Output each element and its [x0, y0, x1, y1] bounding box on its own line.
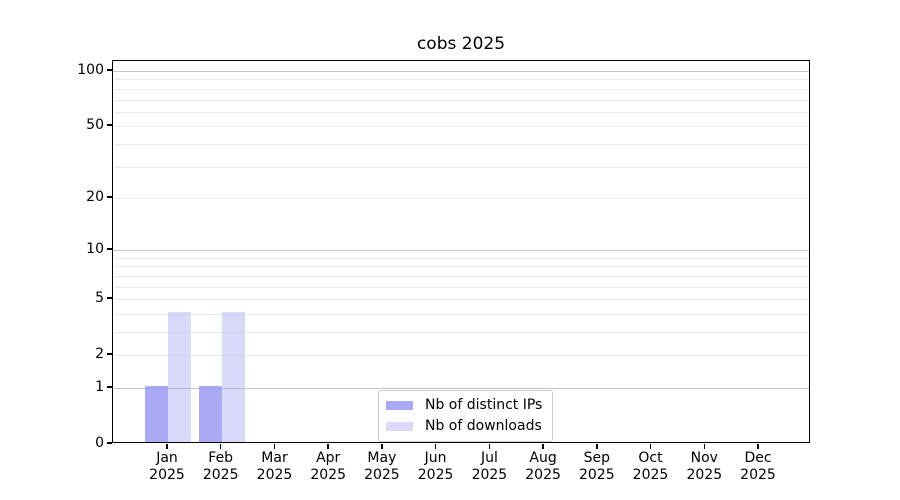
bar-downloads-jan — [168, 311, 191, 442]
x-tick-label: Dec 2025 — [718, 450, 798, 484]
gridline — [113, 166, 809, 168]
gridline — [113, 355, 809, 357]
y-tick-label: 50 — [86, 117, 104, 134]
y-tick-label: 20 — [86, 188, 104, 205]
x-tick-label: Apr 2025 — [288, 450, 368, 484]
x-tick-label: May 2025 — [342, 450, 422, 484]
gridline — [113, 71, 809, 72]
x-tick-label: Feb 2025 — [181, 450, 261, 484]
x-tick-label: Jul 2025 — [449, 450, 529, 484]
gridline — [113, 257, 809, 259]
x-tick-year: 2025 — [149, 467, 185, 483]
x-tick-year: 2025 — [417, 467, 454, 483]
y-tick-label: 10 — [86, 241, 104, 258]
x-tick — [381, 444, 383, 449]
gridline — [113, 299, 809, 301]
y-tick — [107, 297, 112, 299]
y-tick-label: 0 — [95, 435, 104, 451]
x-tick-label: Aug 2025 — [503, 450, 583, 484]
x-tick-year: 2025 — [310, 467, 346, 483]
gridline — [113, 111, 809, 113]
gridline — [113, 313, 809, 315]
y-tick-label: 100 — [77, 62, 104, 78]
y-tick — [107, 386, 112, 388]
gridline — [113, 99, 809, 101]
legend-label-distinct-ips: Nb of distinct IPs — [425, 397, 543, 413]
x-tick — [757, 444, 759, 449]
x-tick-label: Jun 2025 — [396, 450, 476, 484]
gridline — [113, 286, 809, 288]
x-tick-year: 2025 — [202, 467, 239, 483]
x-tick — [273, 444, 276, 449]
y-tick — [107, 69, 112, 71]
x-tick-year: 2025 — [632, 467, 669, 483]
x-tick-year: 2025 — [364, 467, 400, 483]
legend-swatch-downloads — [386, 422, 413, 431]
gridline — [113, 143, 809, 145]
gridline — [113, 197, 809, 199]
x-tick-year: 2025 — [525, 467, 561, 483]
y-tick — [107, 196, 112, 198]
x-tick — [434, 444, 437, 449]
gridline — [113, 275, 809, 277]
legend-item-distinct-ips: Nb of distinct IPs — [386, 396, 542, 415]
x-tick — [219, 444, 222, 449]
x-tick — [703, 444, 706, 449]
x-tick-year: 2025 — [686, 467, 723, 483]
bar-downloads-feb — [221, 311, 245, 442]
y-tick — [107, 124, 112, 126]
chart-title: cobs 2025 — [416, 34, 506, 54]
y-tick — [107, 353, 112, 355]
x-tick — [596, 444, 598, 449]
gridline — [113, 79, 809, 81]
x-tick — [488, 444, 491, 449]
x-tick — [327, 444, 329, 449]
x-tick-year: 2025 — [740, 467, 776, 483]
legend-item-downloads: Nb of downloads — [386, 417, 542, 436]
x-tick-label: Oct 2025 — [611, 450, 691, 484]
gridline — [113, 88, 809, 90]
y-tick-label: 5 — [95, 290, 104, 307]
y-tick — [107, 442, 112, 444]
legend-swatch-distinct-ips — [386, 401, 413, 410]
x-tick-label: Sep 2025 — [557, 450, 637, 484]
x-tick-year: 2025 — [256, 467, 293, 483]
gridline — [113, 332, 809, 333]
y-tick-label: 1 — [95, 379, 104, 395]
gridline — [113, 266, 809, 268]
plot-area — [112, 60, 810, 443]
x-tick-label: Nov 2025 — [664, 450, 744, 484]
gridline — [113, 250, 809, 252]
y-tick-label: 2 — [95, 346, 104, 363]
y-tick — [107, 248, 112, 250]
bar-distinct-ips-jan — [145, 386, 168, 442]
x-tick-label: Mar 2025 — [235, 450, 315, 484]
gridline — [113, 126, 809, 128]
x-tick-year: 2025 — [471, 467, 508, 483]
legend: Nb of distinct IPs Nb of downloads — [378, 390, 554, 442]
x-tick-label: Jan 2025 — [127, 450, 207, 484]
x-tick-year: 2025 — [578, 467, 615, 483]
x-tick — [166, 444, 168, 449]
x-tick — [542, 444, 544, 449]
x-tick — [649, 444, 652, 449]
legend-label-downloads: Nb of downloads — [425, 418, 542, 434]
gridline — [113, 388, 809, 389]
bar-distinct-ips-feb — [198, 386, 222, 442]
